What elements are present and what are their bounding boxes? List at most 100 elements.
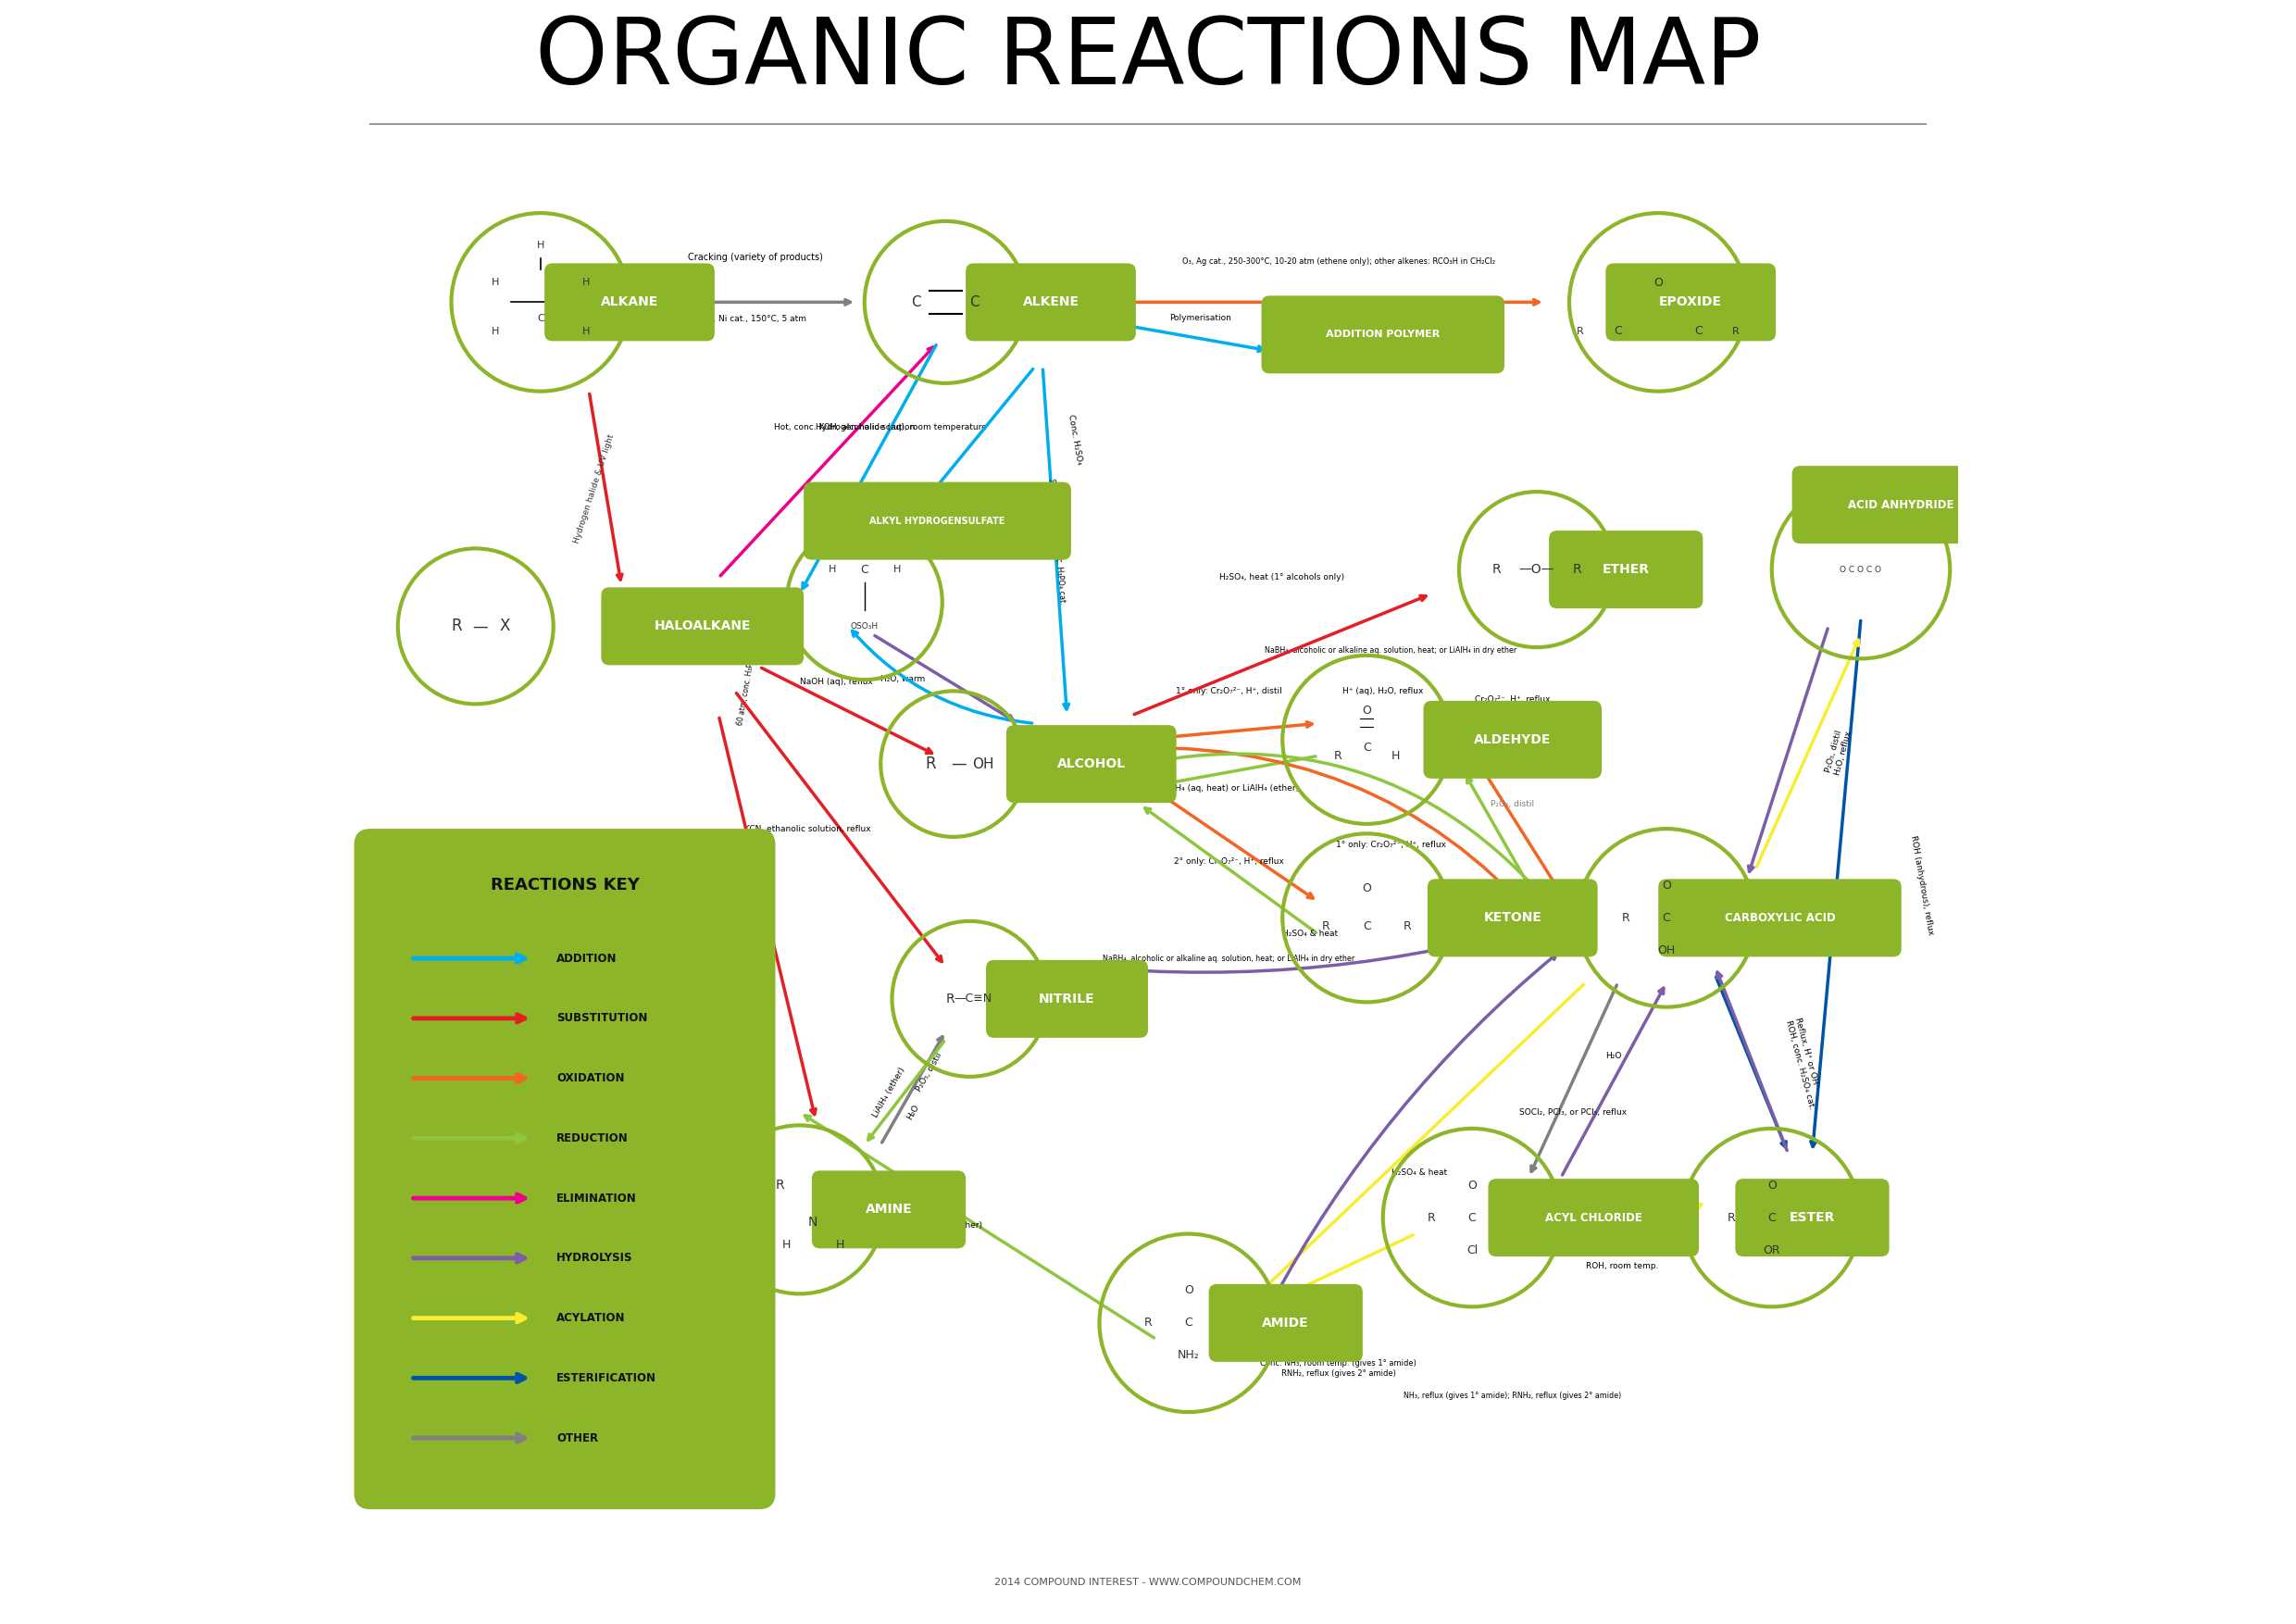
Text: KETONE: KETONE <box>1483 911 1541 924</box>
Text: H: H <box>581 278 590 287</box>
FancyBboxPatch shape <box>804 482 1070 560</box>
Text: OXIDATION: OXIDATION <box>556 1072 625 1085</box>
Text: NaOH (aq), reflux: NaOH (aq), reflux <box>799 677 872 687</box>
Text: NaBH₄, alcoholic or alkaline aq. solution, heat; or LiAlH₄ in dry ether: NaBH₄, alcoholic or alkaline aq. solutio… <box>1102 955 1355 963</box>
Text: O: O <box>1653 276 1662 289</box>
FancyBboxPatch shape <box>1791 466 2011 544</box>
Text: H: H <box>491 326 498 336</box>
FancyBboxPatch shape <box>967 263 1137 341</box>
Text: 2014 COMPOUND INTEREST - WWW.COMPOUNDCHEM.COM: 2014 COMPOUND INTEREST - WWW.COMPOUNDCHE… <box>994 1577 1302 1587</box>
Text: O: O <box>1185 1285 1194 1296</box>
Text: ETHER: ETHER <box>1603 564 1649 577</box>
Text: H₂SO₄ & heat: H₂SO₄ & heat <box>1281 931 1339 939</box>
Text: R: R <box>776 1179 785 1192</box>
Text: 60 atm, conc. H₃PO₄ cat.: 60 atm, conc. H₃PO₄ cat. <box>737 640 760 726</box>
Text: —: — <box>473 617 489 635</box>
Text: ACYL CHLORIDE: ACYL CHLORIDE <box>1545 1212 1642 1223</box>
FancyBboxPatch shape <box>354 828 776 1509</box>
Text: C: C <box>1662 911 1671 924</box>
Text: O C O C O: O C O C O <box>1839 565 1883 573</box>
Text: ORGANIC REACTIONS MAP: ORGANIC REACTIONS MAP <box>535 15 1761 104</box>
Text: H: H <box>829 565 836 575</box>
Text: NH₂: NH₂ <box>1178 1350 1199 1361</box>
FancyBboxPatch shape <box>1550 531 1704 609</box>
FancyBboxPatch shape <box>1006 724 1176 802</box>
Text: H: H <box>537 240 544 250</box>
Text: N: N <box>808 1216 817 1229</box>
Text: LiAlH₄ (ether): LiAlH₄ (ether) <box>925 1221 983 1229</box>
Text: H₂O: H₂O <box>905 1103 921 1122</box>
Text: ELIMINATION: ELIMINATION <box>556 1192 636 1205</box>
FancyBboxPatch shape <box>1658 879 1901 957</box>
Text: HALOALKANE: HALOALKANE <box>654 620 751 633</box>
Text: H₂SO₄, heat (1° alcohols only): H₂SO₄, heat (1° alcohols only) <box>1219 573 1343 581</box>
FancyBboxPatch shape <box>1488 1179 1699 1257</box>
Text: O: O <box>1662 880 1671 892</box>
FancyBboxPatch shape <box>1605 263 1775 341</box>
Text: X: X <box>501 617 510 635</box>
Text: OSO₃H: OSO₃H <box>850 622 879 630</box>
Text: H⁺ (aq), H₂O, reflux: H⁺ (aq), H₂O, reflux <box>1343 687 1424 695</box>
Text: R: R <box>1727 1212 1736 1223</box>
Text: C: C <box>912 296 921 309</box>
FancyBboxPatch shape <box>1736 1179 1890 1257</box>
Text: HYDROLYSIS: HYDROLYSIS <box>556 1252 634 1263</box>
Text: C: C <box>969 296 980 309</box>
FancyBboxPatch shape <box>1424 702 1603 778</box>
Text: P₂O₅, distil: P₂O₅, distil <box>914 1051 944 1093</box>
Text: C: C <box>1614 325 1621 338</box>
Text: 1° only: Cr₂O₇²⁻, H⁺, reflux: 1° only: Cr₂O₇²⁻, H⁺, reflux <box>1336 841 1446 849</box>
Text: 1° only: Cr₂O₇²⁻, H⁺, distil: 1° only: Cr₂O₇²⁻, H⁺, distil <box>1176 687 1281 695</box>
Text: NITRILE: NITRILE <box>1038 992 1095 1005</box>
Text: NaBH₄ (aq, heat) or LiAlH₄ (ether): NaBH₄ (aq, heat) or LiAlH₄ (ether) <box>1159 784 1300 793</box>
Text: 2° only: Cr₂O₇²⁻, H⁺, reflux: 2° only: Cr₂O₇²⁻, H⁺, reflux <box>1173 857 1283 866</box>
Text: P₂O₅, distil: P₂O₅, distil <box>1490 801 1534 809</box>
Text: Cracking (variety of products): Cracking (variety of products) <box>687 252 822 261</box>
Text: Polymerisation: Polymerisation <box>1169 313 1231 323</box>
Text: ROH (anhydrous), reflux: ROH (anhydrous), reflux <box>1910 835 1936 935</box>
Text: R: R <box>1577 326 1584 336</box>
Text: R: R <box>1573 564 1582 577</box>
Text: O: O <box>1467 1179 1476 1192</box>
Text: Conc. NH₃, room temp. (gives 1° amide)
RNH₂, reflux (gives 2° amide): Conc. NH₃, room temp. (gives 1° amide) R… <box>1261 1359 1417 1377</box>
Text: C: C <box>1362 919 1371 932</box>
Text: Reflux, H⁺ or OH⁻
ROH, conc. H₂SO₄ cat.: Reflux, H⁺ or OH⁻ ROH, conc. H₂SO₄ cat. <box>1784 1017 1825 1111</box>
Text: Steam, 300°C, or conc. H₃PO₄ cat.: Steam, 300°C, or conc. H₃PO₄ cat. <box>1047 477 1068 604</box>
Text: P₂O₅, distil
H₂O, reflux: P₂O₅, distil H₂O, reflux <box>1825 728 1853 776</box>
FancyBboxPatch shape <box>1208 1285 1362 1363</box>
Text: O: O <box>1768 1179 1777 1192</box>
Text: ACID ANHYDRIDE: ACID ANHYDRIDE <box>1848 499 1954 510</box>
Text: ADDITION: ADDITION <box>556 952 618 965</box>
Text: OH: OH <box>1658 944 1676 957</box>
Text: C: C <box>1694 325 1704 338</box>
Text: AMINE: AMINE <box>866 1203 912 1216</box>
FancyBboxPatch shape <box>1261 296 1504 374</box>
Text: ESTER: ESTER <box>1789 1212 1835 1224</box>
Text: C: C <box>1362 742 1371 754</box>
Text: REDUCTION: REDUCTION <box>556 1132 629 1145</box>
FancyBboxPatch shape <box>985 960 1148 1038</box>
Text: R: R <box>1733 326 1740 336</box>
Text: —: — <box>951 755 967 773</box>
Text: ALKENE: ALKENE <box>1022 296 1079 309</box>
Text: H: H <box>1391 750 1401 762</box>
Text: R: R <box>1334 750 1341 762</box>
Text: H₂O, warm: H₂O, warm <box>882 674 925 684</box>
Text: NaBH₄, alcoholic or alkaline aq. solution, heat; or LiAlH₄ in dry ether: NaBH₄, alcoholic or alkaline aq. solutio… <box>1265 646 1518 654</box>
Text: Cr₂O₇²⁻, H⁺, reflux: Cr₂O₇²⁻, H⁺, reflux <box>1474 695 1550 703</box>
Text: C: C <box>1185 1317 1192 1328</box>
Text: ESTERIFICATION: ESTERIFICATION <box>556 1372 657 1384</box>
Text: H: H <box>783 1239 792 1250</box>
Text: O: O <box>1362 705 1371 716</box>
Text: C: C <box>1768 1212 1775 1223</box>
Text: Conc. H₂SO₄: Conc. H₂SO₄ <box>1068 414 1084 466</box>
Text: ADDITION POLYMER: ADDITION POLYMER <box>1325 330 1440 339</box>
Text: OH: OH <box>971 757 994 771</box>
Text: CARBOXYLIC ACID: CARBOXYLIC ACID <box>1724 911 1835 924</box>
Text: ALDEHYDE: ALDEHYDE <box>1474 732 1552 745</box>
Text: Conc. NH₃, heat in sealed tube: Conc. NH₃, heat in sealed tube <box>606 914 735 922</box>
Text: ACYLATION: ACYLATION <box>556 1312 625 1324</box>
Text: R: R <box>1492 564 1502 577</box>
Text: R: R <box>450 617 461 635</box>
Text: R: R <box>1428 1212 1435 1223</box>
